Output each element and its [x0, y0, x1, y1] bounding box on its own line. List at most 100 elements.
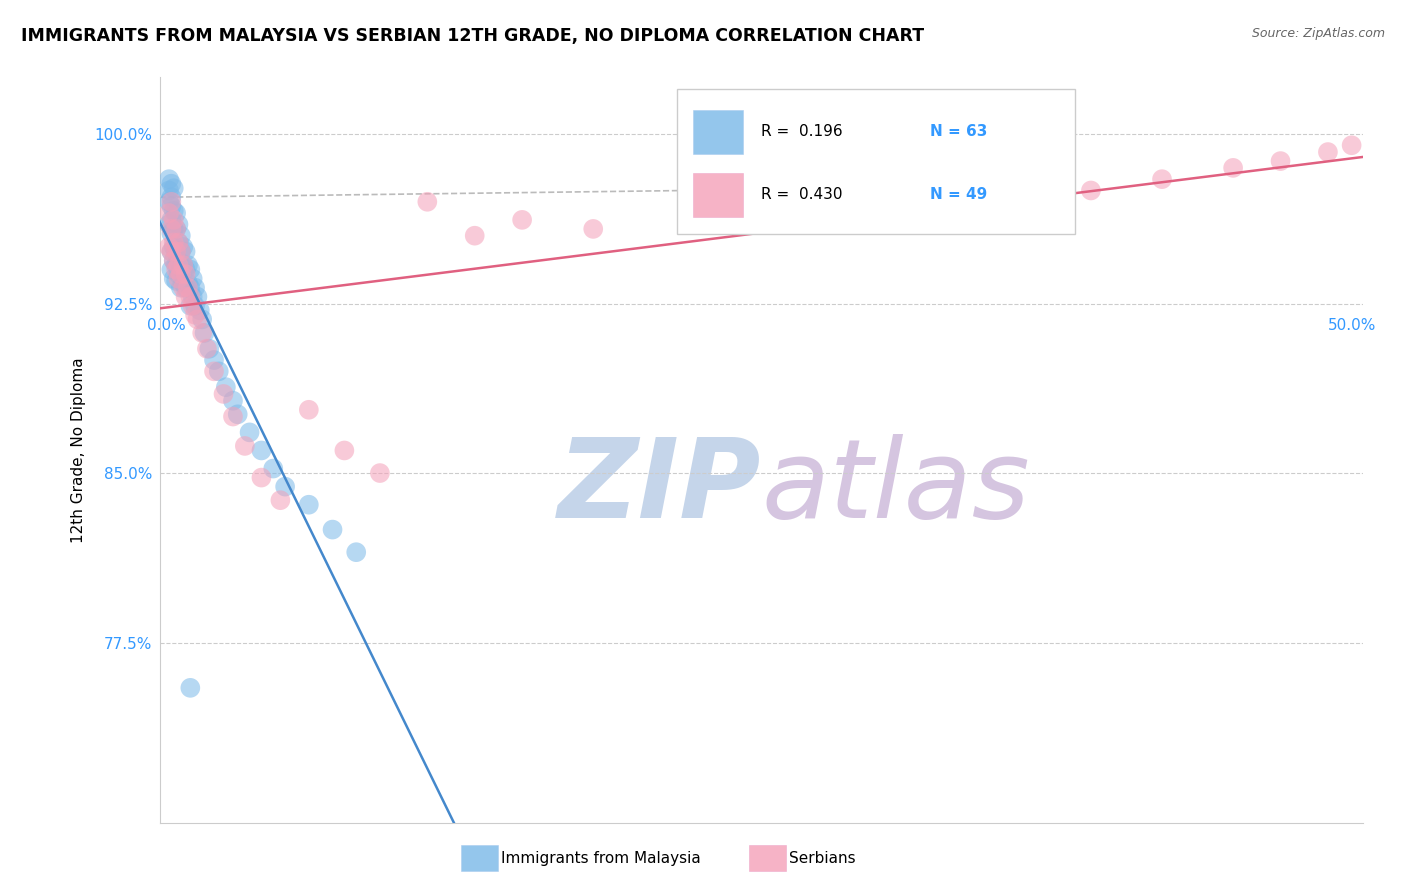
FancyBboxPatch shape — [693, 110, 744, 153]
Point — [170, 262, 193, 277]
Point — [368, 466, 391, 480]
Point — [179, 281, 201, 295]
Point — [165, 244, 187, 259]
Point — [1340, 138, 1362, 153]
Point — [167, 258, 190, 272]
Point — [163, 222, 186, 236]
Point — [181, 290, 204, 304]
Point — [582, 222, 605, 236]
Point — [170, 281, 193, 295]
Point — [215, 380, 238, 394]
Point — [163, 253, 186, 268]
Point — [298, 498, 321, 512]
Text: R =  0.196: R = 0.196 — [762, 124, 844, 138]
Point — [208, 364, 231, 378]
Point — [163, 181, 186, 195]
Point — [172, 276, 194, 290]
Point — [202, 353, 225, 368]
Point — [333, 443, 356, 458]
Point — [179, 681, 201, 695]
Point — [160, 222, 183, 236]
Point — [167, 271, 190, 285]
Point — [181, 299, 204, 313]
Point — [167, 267, 190, 281]
Point — [188, 303, 211, 318]
Text: 50.0%: 50.0% — [1327, 318, 1376, 334]
Point — [416, 194, 439, 209]
Point — [174, 262, 197, 277]
Point — [181, 271, 204, 285]
Point — [195, 342, 218, 356]
Point — [174, 281, 197, 295]
Point — [163, 240, 186, 254]
Point — [170, 267, 193, 281]
Point — [177, 276, 200, 290]
Point — [1150, 172, 1173, 186]
Point — [163, 235, 186, 250]
Point — [1270, 154, 1292, 169]
Point — [274, 480, 297, 494]
Point — [250, 443, 273, 458]
Point — [177, 281, 200, 295]
Point — [239, 425, 262, 440]
Point — [250, 470, 273, 484]
Point — [186, 290, 208, 304]
Point — [1316, 145, 1339, 159]
Point — [157, 172, 180, 186]
Point — [464, 228, 486, 243]
Point — [157, 206, 180, 220]
Point — [165, 262, 187, 277]
Point — [202, 364, 225, 378]
Point — [676, 177, 699, 191]
Point — [165, 206, 187, 220]
Text: Source: ZipAtlas.com: Source: ZipAtlas.com — [1251, 27, 1385, 40]
Text: Serbians: Serbians — [789, 851, 855, 865]
Point — [1222, 161, 1244, 175]
Point — [167, 253, 190, 268]
Point — [184, 299, 207, 313]
Point — [170, 228, 193, 243]
Point — [212, 387, 235, 401]
Point — [233, 439, 256, 453]
Point — [170, 244, 193, 259]
Point — [172, 281, 194, 295]
Point — [298, 402, 321, 417]
Point — [510, 212, 533, 227]
Point — [1080, 184, 1102, 198]
Point — [160, 262, 183, 277]
FancyBboxPatch shape — [693, 173, 744, 217]
Point — [226, 407, 249, 421]
Point — [160, 227, 183, 241]
Point — [157, 218, 180, 232]
Point — [269, 493, 291, 508]
Text: ZIP: ZIP — [558, 434, 762, 541]
Point — [167, 235, 190, 250]
Point — [198, 342, 221, 356]
Point — [796, 199, 818, 213]
Point — [163, 212, 186, 227]
Text: atlas: atlas — [762, 434, 1031, 541]
Point — [165, 222, 187, 236]
Point — [174, 244, 197, 259]
Point — [165, 222, 187, 236]
Text: N = 63: N = 63 — [929, 124, 987, 138]
Point — [170, 244, 193, 259]
Point — [262, 461, 284, 475]
Point — [172, 240, 194, 254]
Point — [172, 258, 194, 272]
Point — [167, 235, 190, 250]
Point — [160, 199, 183, 213]
Point — [165, 244, 187, 259]
Point — [179, 262, 201, 277]
Text: 0.0%: 0.0% — [148, 318, 186, 334]
Point — [157, 194, 180, 209]
FancyBboxPatch shape — [678, 88, 1074, 234]
Point — [174, 267, 197, 281]
Point — [160, 244, 183, 259]
Point — [157, 240, 180, 254]
Point — [186, 312, 208, 326]
Point — [160, 177, 183, 191]
Point — [179, 299, 201, 313]
Point — [184, 308, 207, 322]
Text: R =  0.430: R = 0.430 — [762, 187, 844, 202]
